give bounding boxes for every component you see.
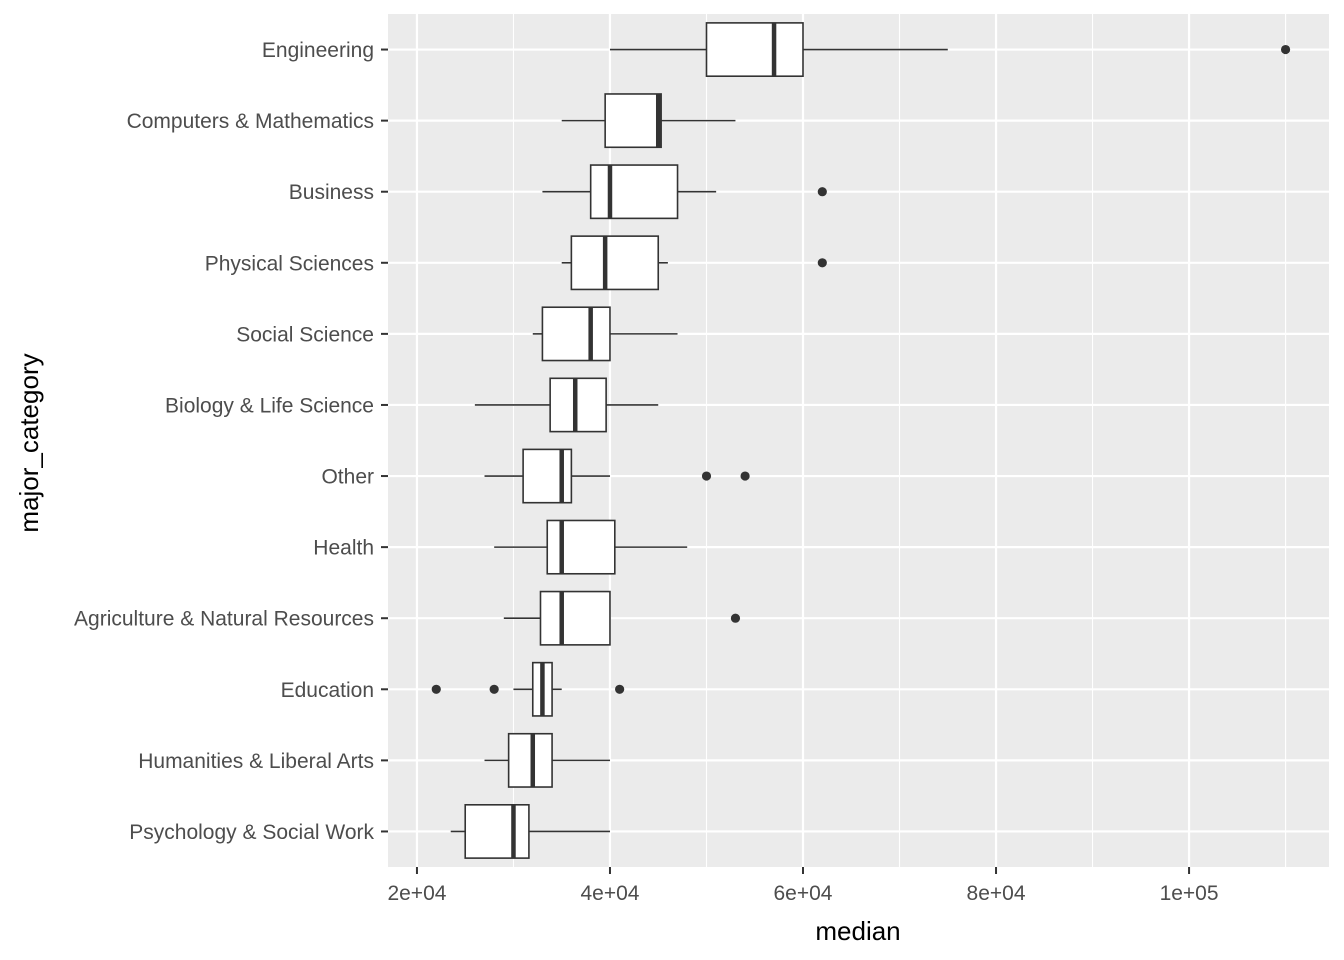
outlier-point (817, 187, 827, 197)
boxplot (561, 93, 736, 149)
boxplot (561, 235, 827, 291)
boxplots (431, 22, 1291, 859)
y-tick-label: Humanities & Liberal Arts (138, 750, 374, 773)
boxplot (542, 164, 827, 220)
boxplot (484, 448, 750, 504)
boxplot (484, 732, 610, 788)
box-iqr (549, 377, 607, 433)
outlier-point (431, 684, 441, 694)
y-tick-label: Education (281, 679, 374, 702)
y-tick-label: Psychology & Social Work (129, 821, 374, 844)
boxplot (503, 590, 741, 646)
y-tick-label: Other (321, 466, 374, 489)
outlier-point (1280, 44, 1291, 55)
x-tick-label: 8e+04 (967, 882, 1026, 905)
y-tick-label: Physical Sciences (205, 252, 374, 275)
minor-gridlines (512, 14, 1287, 867)
y-tick-label: Social Science (236, 323, 374, 346)
boxplot (450, 804, 610, 859)
boxplot (431, 661, 625, 717)
x-tick-label: 6e+04 (774, 882, 833, 905)
box-iqr (522, 448, 573, 504)
boxplot (532, 306, 678, 362)
outlier-point (740, 471, 750, 481)
box-iqr (546, 519, 616, 575)
box-iqr (589, 164, 679, 220)
box-iqr (604, 93, 662, 149)
boxplot (474, 377, 659, 433)
x-tick-label: 4e+04 (580, 882, 639, 905)
box-iqr (570, 235, 660, 291)
outlier-point (817, 258, 827, 268)
x-tick-label: 2e+04 (387, 882, 446, 905)
x-axis-title: median (815, 916, 900, 946)
box-iqr (539, 590, 611, 646)
boxplot (609, 22, 1291, 77)
panel-background (388, 14, 1329, 867)
box-iqr (541, 306, 611, 362)
y-tick-label: Biology & Life Science (165, 394, 374, 417)
boxplot (494, 519, 688, 575)
y-tick-label: Agriculture & Natural Resources (74, 608, 374, 631)
y-tick-label: Engineering (262, 39, 374, 62)
outlier-point (701, 471, 712, 481)
y-axis: Engineering Computers & Mathematics Busine… (74, 39, 388, 844)
outlier-point (615, 684, 625, 694)
y-tick-label: Computers & Mathematics (127, 110, 374, 133)
x-tick-label: 1e+05 (1160, 882, 1219, 905)
y-tick-label: Health (313, 537, 374, 560)
outlier-point (489, 684, 499, 694)
box-iqr (507, 732, 553, 788)
outlier-point (730, 613, 741, 623)
y-tick-label: Business (289, 181, 374, 204)
box-iqr (705, 22, 804, 77)
x-axis: 2e+04 4e+04 6e+04 8e+04 1e+05 (387, 867, 1219, 905)
y-axis-title: major_category (14, 353, 44, 532)
box-iqr (464, 804, 530, 859)
